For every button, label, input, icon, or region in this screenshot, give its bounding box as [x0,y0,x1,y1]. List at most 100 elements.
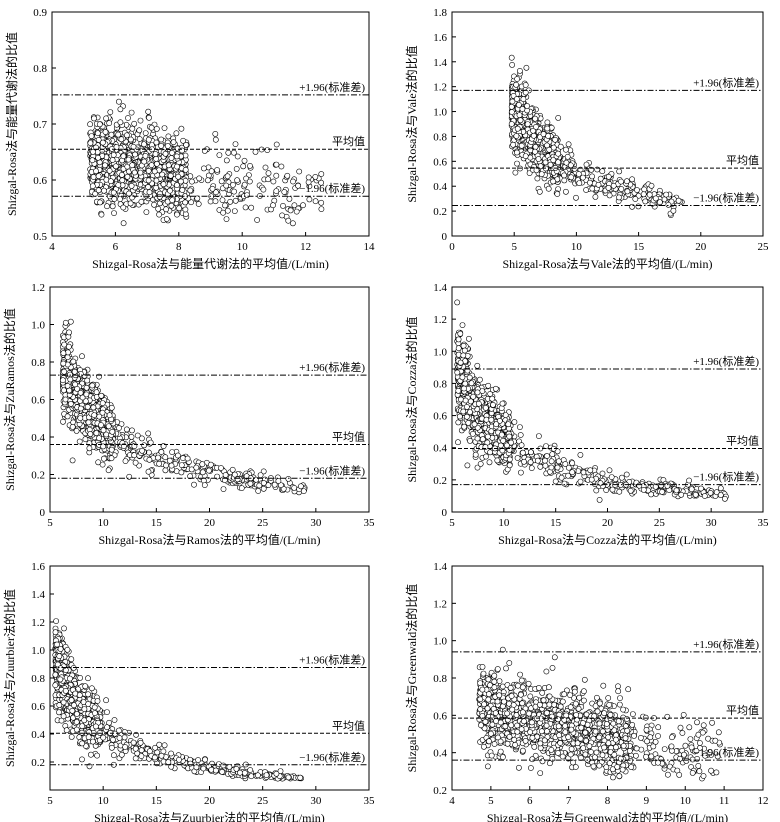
data-point [624,188,631,195]
data-point [132,459,139,466]
data-point [273,141,280,148]
data-point [555,115,562,121]
data-point [273,188,280,194]
x-tick-label: 10 [98,517,110,529]
mean-label: 平均值 [332,431,365,444]
data-point [95,173,102,179]
data-point [623,471,630,478]
data-point [670,207,677,214]
data-point [605,184,612,191]
data-point [659,488,665,495]
y-tick-label: 0.7 [33,119,47,131]
data-point [542,457,548,464]
data-point [196,175,203,182]
data-point [232,141,239,147]
data-point [678,491,685,498]
data-point [220,486,227,492]
data-point [231,188,237,195]
data-point [102,162,108,169]
data-point [99,461,106,468]
data-point [248,204,255,211]
data-point [535,156,542,162]
data-point [563,188,569,195]
data-point [101,187,107,194]
data-point [170,139,177,146]
data-point [120,204,127,211]
chart-panel-2: +1.96(标准差)平均值−1.96(标准差)0 5 10 15 20 2500.20.4… [404,7,769,271]
data-point [223,216,230,222]
data-point [169,149,175,156]
lower-limit-label: −1.96(标准差) [299,181,365,195]
y-tick-label: 0.4 [433,181,447,193]
data-point [145,177,152,184]
data-point [305,174,312,181]
lower-limit-label: −1.96(标准差) [299,463,365,477]
data-point [289,220,296,227]
data-point [619,474,625,481]
data-point [89,183,96,189]
data-point [173,130,180,137]
data-point [162,454,169,461]
data-point [182,199,189,206]
y-tick-label: 0.6 [31,395,45,407]
data-point [182,166,189,173]
data-point [281,189,288,195]
data-point [87,140,94,146]
data-point [635,203,642,210]
data-point [692,491,699,498]
x-tick-label: 35 [364,517,376,529]
data-point [146,456,153,463]
data-point [115,182,122,188]
data-point [141,158,148,165]
data-point [87,431,94,437]
x-tick-label: 20 [695,241,707,253]
data-point [91,412,98,418]
data-point [530,132,537,139]
data-point [125,156,132,163]
y-tick-label: 0 [40,507,46,519]
data-point [201,482,208,488]
data-point [163,462,169,469]
scatter-points [508,54,685,218]
data-point [300,202,306,209]
data-point [120,153,127,160]
data-point [191,481,197,488]
data-point [257,472,264,478]
data-point [275,478,282,484]
data-point [160,181,167,188]
x-tick-label: 20 [204,517,216,529]
data-point [583,187,589,193]
data-point [306,196,313,203]
data-point [195,201,202,207]
data-point [652,195,659,202]
data-point [476,376,483,383]
data-point [544,119,551,126]
data-point [163,206,169,213]
data-point [155,454,161,461]
data-point [509,62,515,68]
data-point [318,179,324,186]
data-point [593,487,600,494]
data-point [538,171,545,177]
data-point [74,385,80,392]
data-point [110,189,117,196]
data-point [247,162,253,169]
data-point [474,362,481,369]
x-tick-label: 10 [571,241,583,253]
data-point [200,165,207,172]
data-point [174,163,180,170]
data-point [318,199,325,206]
data-point [68,400,74,407]
data-point [576,180,583,186]
data-point [290,178,296,185]
data-point [524,103,530,109]
data-point [100,427,107,434]
data-point [169,197,176,203]
data-point [717,485,724,492]
scatter-points [59,318,308,496]
data-point [174,452,181,459]
data-point [657,199,663,206]
data-point [516,112,523,118]
data-point [145,468,152,475]
data-point [223,182,230,189]
